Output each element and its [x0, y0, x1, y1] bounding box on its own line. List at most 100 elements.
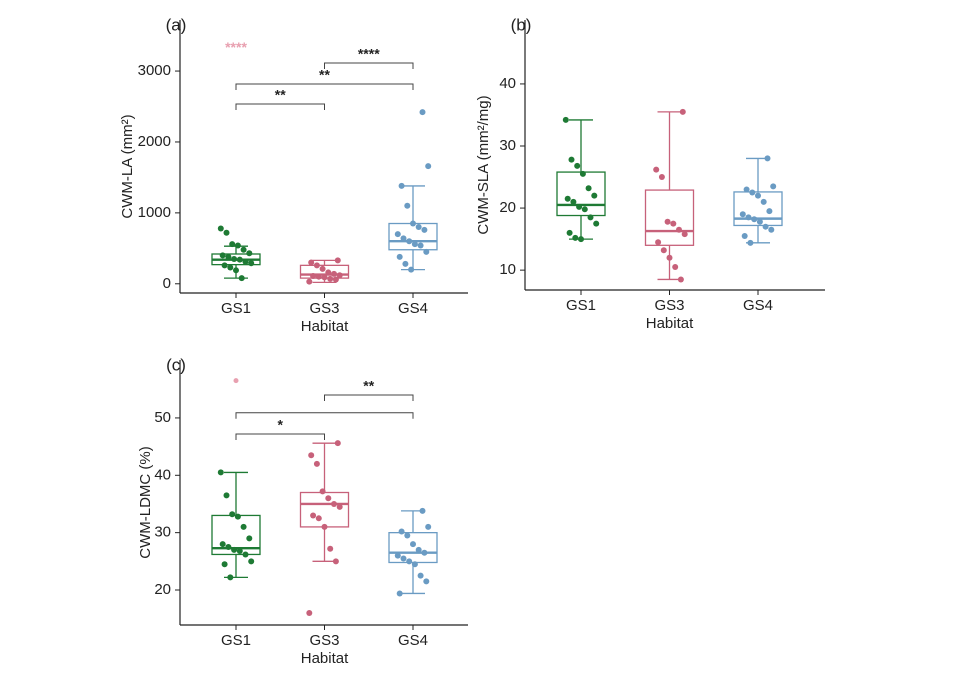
significance-bracket — [235, 433, 325, 440]
data-point — [593, 220, 600, 227]
data-point — [223, 229, 230, 236]
y-tick-label: 10 — [499, 261, 516, 278]
data-point — [219, 252, 226, 259]
box — [299, 491, 350, 528]
data-point — [400, 555, 407, 562]
data-point — [770, 183, 777, 190]
significance-bracket — [235, 103, 325, 111]
data-point — [325, 495, 332, 502]
data-point — [234, 242, 241, 249]
data-point — [653, 166, 660, 173]
data-point — [681, 231, 688, 238]
data-point — [585, 185, 592, 192]
data-point — [242, 551, 249, 558]
x-tick-label: GS4 — [398, 300, 428, 317]
significance-label: * — [278, 417, 284, 433]
data-point — [764, 155, 771, 162]
data-point — [747, 239, 754, 246]
data-point — [396, 590, 403, 597]
data-point — [417, 572, 424, 579]
y-tick-label: 3000 — [138, 62, 171, 79]
data-point — [660, 247, 667, 254]
x-axis-title: Habitat — [646, 315, 694, 332]
data-point — [417, 242, 424, 249]
data-point — [332, 558, 339, 565]
data-point — [248, 260, 255, 267]
data-point — [762, 223, 769, 230]
data-point — [751, 216, 758, 223]
data-point — [568, 156, 575, 163]
data-point — [327, 275, 334, 282]
significance-label: ** — [275, 87, 286, 103]
significance-bracket — [235, 412, 414, 419]
data-point — [221, 262, 228, 269]
data-point — [334, 257, 341, 264]
data-point — [308, 259, 315, 266]
data-point — [419, 507, 426, 514]
data-point — [425, 523, 432, 530]
data-point — [246, 535, 253, 542]
data-point — [398, 182, 405, 189]
data-point — [225, 253, 232, 260]
significance-label: ** — [319, 67, 330, 83]
data-point — [321, 523, 328, 530]
data-point — [231, 546, 238, 553]
y-tick-label: 20 — [499, 199, 516, 216]
data-point — [310, 272, 317, 279]
y-tick-label: 2000 — [138, 133, 171, 150]
data-point — [411, 561, 418, 568]
data-point — [229, 511, 236, 518]
data-point — [670, 220, 677, 227]
data-point — [229, 241, 236, 248]
data-point — [411, 241, 418, 248]
data-point — [331, 270, 337, 277]
data-point — [217, 225, 224, 232]
data-point — [743, 186, 750, 193]
data-point — [246, 250, 253, 257]
data-point — [760, 198, 767, 205]
data-point — [394, 231, 401, 238]
data-point — [225, 543, 232, 550]
data-point — [240, 246, 247, 253]
y-tick-label: 1000 — [138, 204, 171, 221]
data-point — [676, 226, 682, 233]
y-axis-title: CWM-SLA (mm²/mg) — [475, 95, 492, 234]
data-point — [310, 512, 317, 519]
data-point — [666, 254, 673, 261]
y-tick-label: 40 — [154, 466, 171, 483]
x-tick-label: GS1 — [221, 300, 251, 317]
data-point — [576, 203, 583, 210]
data-point — [415, 224, 422, 231]
data-point — [739, 211, 746, 218]
data-point — [406, 558, 413, 565]
panel-label: (b) — [511, 15, 532, 34]
data-point — [315, 515, 322, 522]
data-point — [306, 609, 313, 616]
data-point — [655, 239, 662, 246]
significance-label: ** — [363, 378, 374, 394]
data-point — [677, 276, 684, 283]
data-point — [319, 265, 326, 272]
data-point — [562, 116, 569, 123]
data-point — [425, 163, 432, 170]
data-point — [236, 256, 243, 263]
data-point — [591, 192, 598, 199]
data-point — [227, 574, 234, 581]
data-point — [664, 218, 671, 225]
data-point — [325, 269, 332, 276]
y-tick-label: 40 — [499, 75, 516, 92]
data-point — [327, 545, 334, 552]
data-point — [421, 549, 428, 556]
data-point — [404, 532, 411, 539]
data-point — [419, 109, 426, 116]
data-point — [566, 229, 573, 236]
y-axis-title: CWM-LA (mm²) — [119, 114, 136, 218]
data-point — [658, 174, 665, 181]
data-point — [306, 278, 313, 285]
data-point — [741, 233, 748, 239]
data-point — [579, 170, 586, 177]
panel-label: (a) — [166, 15, 187, 34]
data-point — [308, 452, 315, 459]
data-point — [319, 488, 326, 495]
